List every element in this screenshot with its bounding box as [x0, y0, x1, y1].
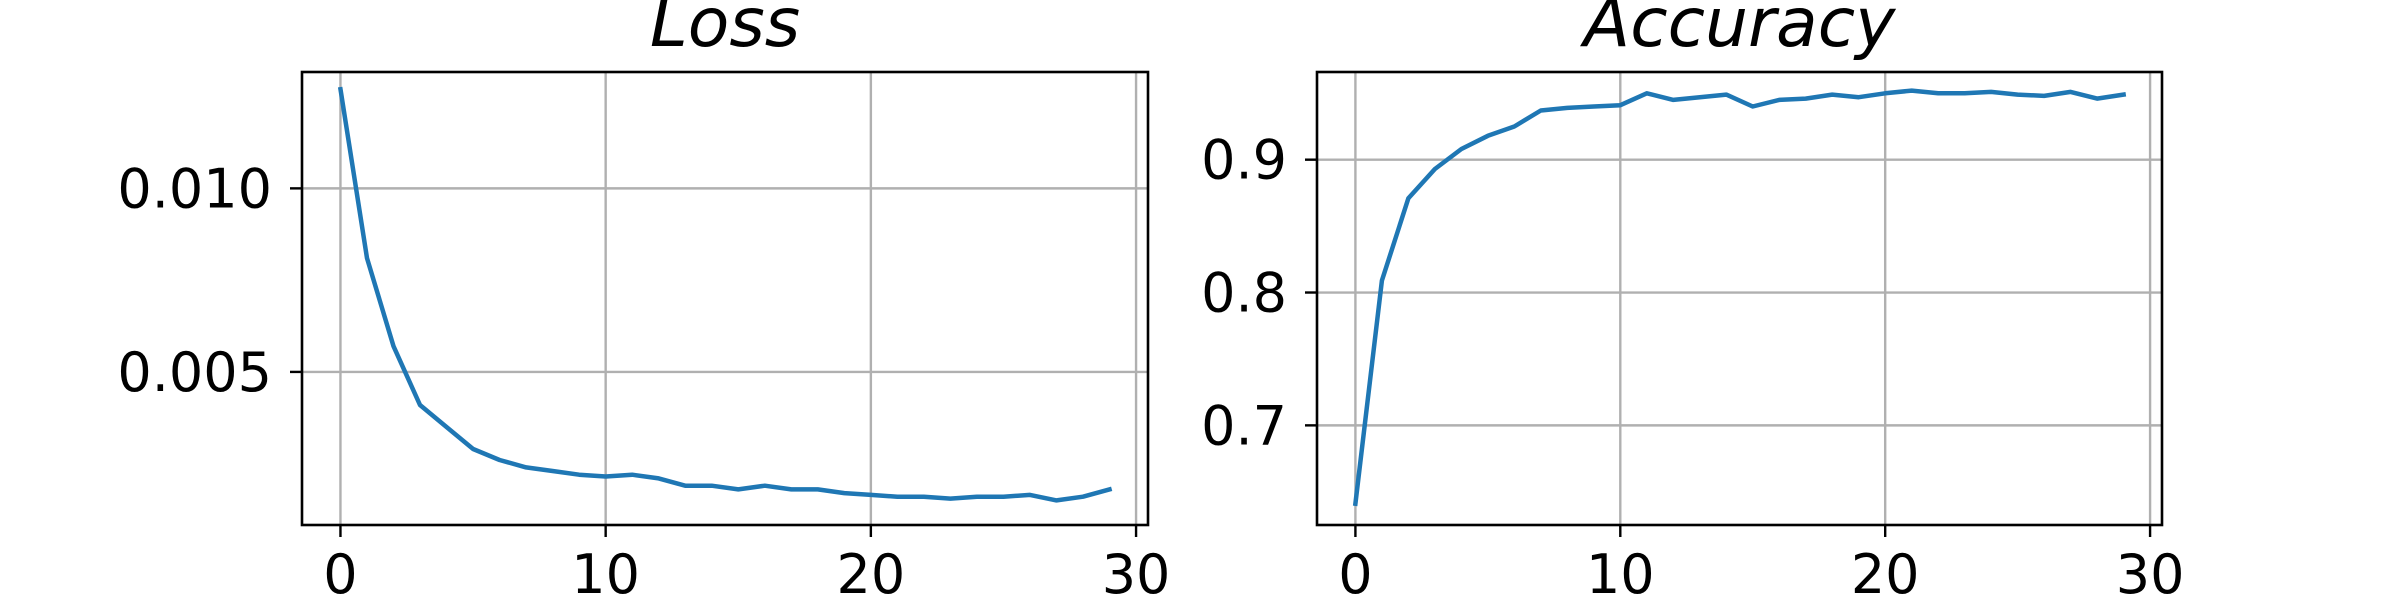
- accuracy-y-tick-label-1: 0.8: [1201, 262, 1287, 325]
- accuracy-x-tick-label-2: 20: [1851, 543, 1920, 600]
- loss-panel: 0 10 20 30 0.005 0.010 Loss: [117, 0, 1170, 600]
- loss-x-tick-label-2: 20: [837, 543, 906, 600]
- accuracy-y-tick-label-0: 0.7: [1201, 394, 1287, 457]
- accuracy-y-tick-label-2: 0.9: [1201, 129, 1287, 192]
- loss-y-tick-label-1: 0.010: [117, 157, 272, 220]
- loss-axes-frame: [300, 70, 1150, 527]
- accuracy-series-line-0: [1352, 88, 2127, 507]
- accuracy-chart-title: Accuracy: [1580, 0, 1896, 63]
- loss-x-tick-label-1: 10: [571, 543, 640, 600]
- loss-chart-title: Loss: [650, 0, 800, 63]
- loss-y-tick-label-0: 0.005: [117, 341, 272, 404]
- accuracy-x-tick-label-1: 10: [1586, 543, 1655, 600]
- accuracy-x-tick-label-0: 0: [1338, 543, 1372, 600]
- accuracy-panel: 0 10 20 30 0.7 0.8 0.9 Accuracy: [1201, 0, 2184, 600]
- accuracy-axes-frame: [1315, 70, 2164, 527]
- loss-x-tick-label-3: 30: [1102, 543, 1171, 600]
- accuracy-x-tick-label-3: 30: [2116, 543, 2185, 600]
- loss-x-tick-label-0: 0: [323, 543, 357, 600]
- loss-series-line-0: [337, 86, 1113, 503]
